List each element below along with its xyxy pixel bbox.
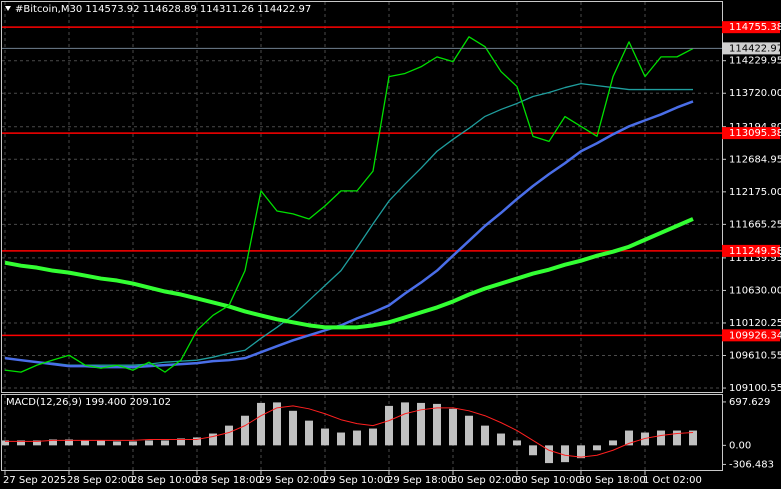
last-price-label: 114422.97 [729,43,781,54]
histogram-bar [401,402,409,446]
y-tick-label: 111665.25 [729,219,781,230]
histogram-bar [545,445,553,464]
histogram-bar [81,440,89,446]
x-tick-label: 28 Sep 02:00 [67,475,134,486]
histogram-bar [97,440,105,446]
histogram-bar [673,430,681,446]
histogram-bar [337,432,345,446]
histogram-bar [433,403,441,446]
y-tick-label: 112684.95 [729,154,781,165]
x-tick-label: 27 Sep 2025 [3,475,66,486]
level-box [722,21,780,34]
histogram-bar [193,437,201,446]
histogram-bar [529,445,537,456]
histogram-bar [177,438,185,446]
x-tick-label: 29 Sep 18:00 [387,475,454,486]
moving-average [4,100,694,369]
level-label: 111249.58 [729,246,781,257]
y-tick-label: 112175.00 [729,187,781,198]
histogram-bar [65,439,73,446]
level-box [722,244,780,257]
histogram-bar [369,428,377,446]
histogram-bar [417,402,425,446]
histogram-bar [225,425,233,446]
price-panel-frame [1,1,723,393]
y-tick-label: 109100.55 [729,383,781,394]
histogram-bar [33,440,41,446]
histogram-bar [465,415,473,446]
macd-title: MACD(12,26,9) 199.400 209.102 [6,397,171,408]
level-label: 109926.34 [729,330,781,341]
histogram-bar [209,433,217,446]
y-tick-label: 113720.00 [729,88,781,99]
last-price-box [722,42,780,55]
histogram-bar [577,445,585,459]
y-tick-label: 110120.25 [729,318,781,329]
level-label: 114755.38 [729,22,781,33]
moving-average [4,217,694,330]
histogram-bar [241,415,249,446]
histogram-bar [273,402,281,446]
level-box [722,329,780,342]
histogram-bar [497,433,505,446]
histogram-bar [593,445,601,451]
y-tick-label: 697.629 [729,397,770,408]
histogram-bar [481,425,489,446]
histogram-bar [113,441,121,446]
x-tick-label: 30 Sep 10:00 [515,475,582,486]
histogram-bar [129,441,137,446]
price-line [4,36,694,373]
histogram-bar [305,420,313,446]
y-tick-label: 110630.00 [729,285,781,296]
level-label: 113095.38 [729,128,781,139]
y-tick-label: 111139.95 [729,253,781,264]
histogram-bar [17,440,25,446]
histogram-bar [689,430,697,446]
chart-title: #Bitcoin,M30 114573.92 114628.89 114311.… [15,4,311,15]
y-tick-label: -306.483 [729,459,774,470]
histogram-bar [1,440,9,446]
x-tick-label: 28 Sep 10:00 [131,475,198,486]
macd-panel-frame [1,394,723,471]
x-tick-label: 28 Sep 18:00 [195,475,262,486]
histogram-bar [561,445,569,463]
level-box [722,127,780,140]
x-tick-label: 30 Sep 18:00 [579,475,646,486]
histogram-bar [145,440,153,446]
x-tick-label: 1 Oct 02:00 [643,475,702,486]
histogram-bar [321,428,329,446]
collapse-icon[interactable] [5,6,11,11]
moving-average [4,82,693,366]
x-tick-label: 29 Sep 02:00 [259,475,326,486]
x-tick-label: 30 Sep 02:00 [451,475,518,486]
x-tick-label: 29 Sep 10:00 [323,475,390,486]
histogram-bar [449,408,457,446]
y-tick-label: 114229.95 [729,56,781,67]
histogram-bar [625,430,633,446]
y-tick-label: 109610.55 [729,350,781,361]
histogram-bar [385,405,393,446]
histogram-bar [257,402,265,446]
signal-line [5,405,694,458]
histogram-bar [161,440,169,446]
histogram-bar [609,440,617,446]
histogram-bar [289,410,297,446]
histogram-bar [353,430,361,446]
histogram-bar [49,439,57,446]
y-tick-label: 0.00 [729,440,751,451]
histogram-bar [657,430,665,446]
histogram-bar [513,440,521,446]
